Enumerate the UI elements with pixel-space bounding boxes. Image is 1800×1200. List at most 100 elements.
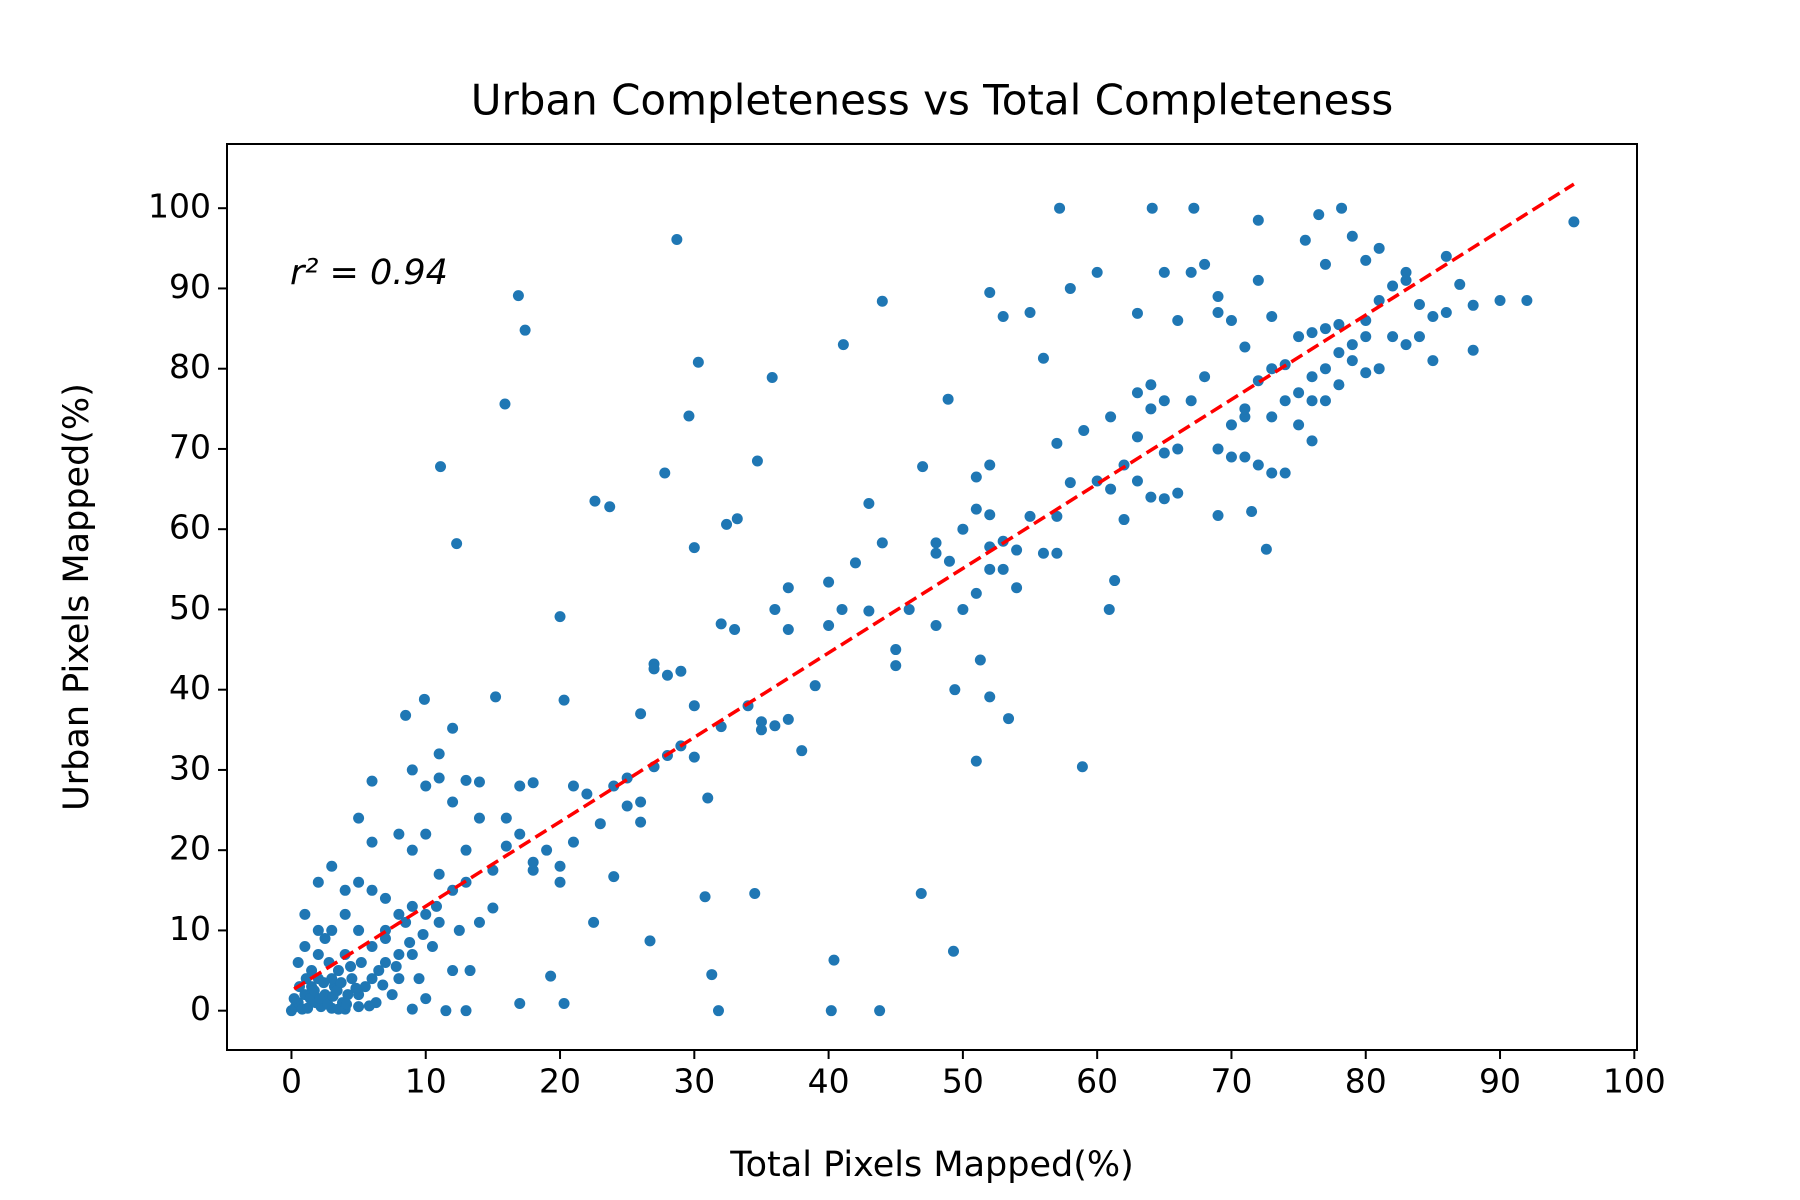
point [1212,307,1224,319]
point [1373,363,1385,375]
point [363,1000,375,1012]
point [1400,274,1412,286]
point [1011,582,1023,594]
point [473,812,485,824]
point [588,916,600,928]
point [608,871,620,883]
point [406,1003,418,1015]
point [890,644,902,656]
point [1145,491,1157,503]
point [1239,451,1251,463]
point [527,777,539,789]
point [1118,514,1130,526]
point [299,908,311,920]
point [1266,411,1278,423]
point [581,788,593,800]
point [769,603,781,615]
point [318,977,330,989]
point [500,840,512,852]
point [1313,209,1325,221]
point [1306,435,1318,447]
y-tick-label: 60 [169,508,211,547]
point [688,751,700,763]
point [326,924,338,936]
point [1319,258,1331,270]
point [1158,395,1170,407]
point [1521,294,1533,306]
point [433,772,445,784]
point [876,295,888,307]
point [1109,575,1121,587]
point [1188,202,1200,214]
point [766,372,778,384]
point [1054,202,1066,214]
point [1266,363,1278,375]
point [621,800,633,812]
point [514,997,526,1009]
point [1413,331,1425,343]
point [782,582,794,594]
y-tick-label: 90 [169,267,211,306]
point [644,935,656,947]
point [487,902,499,914]
point [1373,242,1385,254]
point [1212,510,1224,522]
point [519,324,531,336]
point [342,989,354,1001]
point [970,587,982,599]
point [635,708,647,720]
point [823,619,835,631]
point [430,900,442,912]
point [957,603,969,615]
point [671,233,683,245]
point [1252,274,1264,286]
point [1064,477,1076,489]
point [997,311,1009,323]
point [341,998,353,1010]
point [589,495,601,507]
point [1091,266,1103,278]
point [1105,483,1117,495]
point [1131,307,1143,319]
point [433,748,445,760]
point [554,876,566,888]
point [426,940,438,952]
point [406,844,418,856]
point [406,764,418,776]
point [863,498,875,510]
x-tick-label: 20 [539,1062,581,1101]
point [915,888,927,900]
point [312,876,324,888]
point [1306,395,1318,407]
point [1172,315,1184,327]
point [997,563,1009,575]
point [1319,395,1331,407]
point [1145,379,1157,391]
point [400,916,412,928]
point [1024,307,1036,319]
point [984,563,996,575]
point [930,537,942,549]
point [1373,294,1385,306]
point [930,619,942,631]
point [1225,315,1237,327]
point [359,981,371,993]
point [514,780,526,792]
point [755,716,767,728]
y-tick-label: 100 [148,187,211,226]
point [731,513,743,525]
x-tick-label: 0 [281,1062,302,1101]
point [1239,411,1251,423]
point [1225,419,1237,431]
point [1568,216,1580,228]
point [984,691,996,703]
y-tick-label: 80 [169,347,211,386]
annotation: r² = 0.94 [290,253,448,293]
point [874,1005,886,1017]
point [527,856,539,868]
point [451,538,463,550]
point [420,993,432,1005]
point [417,928,429,940]
